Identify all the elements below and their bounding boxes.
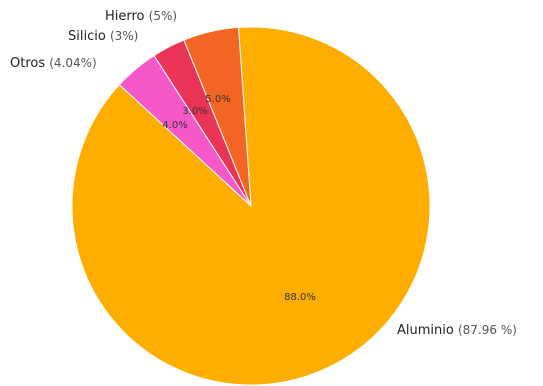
data-label-otros: 4.0% <box>162 120 187 131</box>
outer-label-percent: (87.96 %) <box>458 323 517 337</box>
outer-label-percent: (5%) <box>149 9 177 23</box>
data-label-silicio: 3.0% <box>182 106 207 117</box>
outer-label-percent: (3%) <box>110 29 138 43</box>
outer-label-name: Hierro <box>105 9 149 24</box>
data-label-aluminio: 88.0% <box>284 292 316 303</box>
pie-outer-labels: Aluminio (87.96 %) Otros (4.04%) Silicio (… <box>10 9 517 338</box>
outer-label-name: Aluminio <box>397 323 458 338</box>
pie-slice-hierro <box>183 26 252 207</box>
pie-slices <box>71 26 431 386</box>
outer-label-otros: Otros (4.04%) <box>10 56 97 71</box>
outer-label-name: Silicio <box>68 29 110 44</box>
outer-label-percent: (4.04%) <box>49 56 96 70</box>
outer-label-hierro: Hierro (5%) <box>105 9 177 24</box>
outer-label-silicio: Silicio (3%) <box>68 29 138 44</box>
outer-label-aluminio: Aluminio (87.96 %) <box>397 323 517 338</box>
data-label-hierro: 5.0% <box>205 94 230 105</box>
outer-label-name: Otros <box>10 56 49 71</box>
pie-data-labels: 88.0% 4.0% 3.0%5.0% <box>162 94 316 303</box>
